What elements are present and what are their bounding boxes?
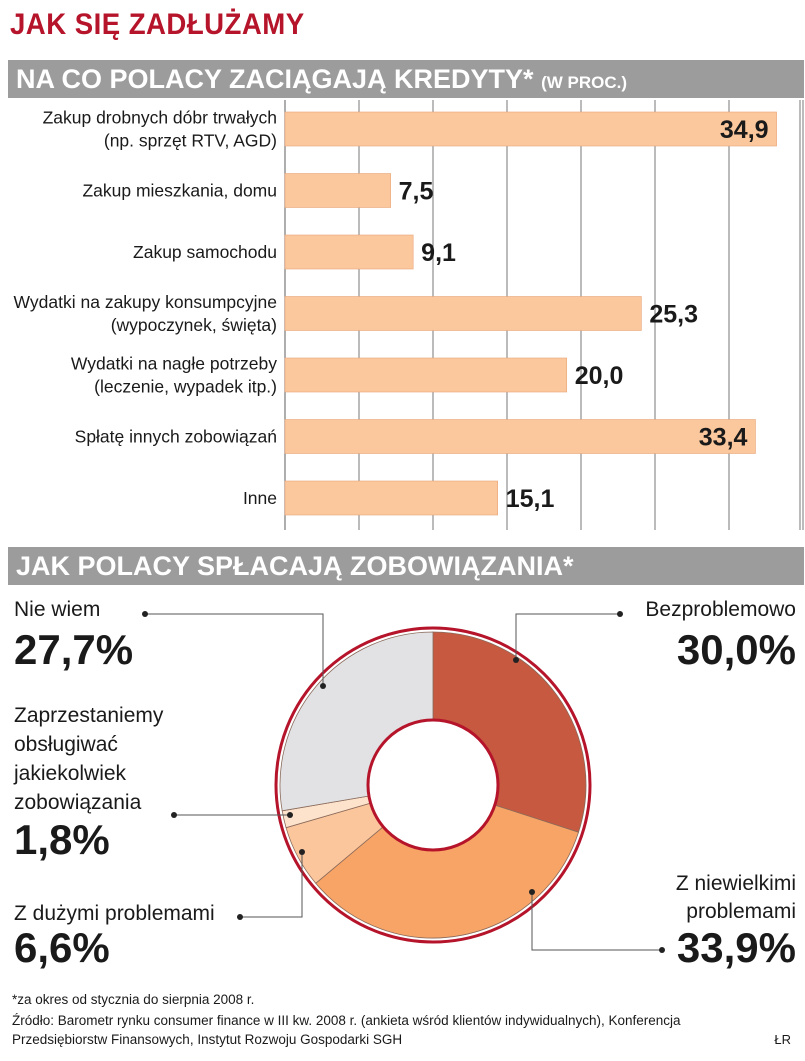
bar-1 bbox=[284, 111, 777, 147]
slice-value-label-1: 30,0% bbox=[677, 626, 796, 673]
slice-value-label-5: 27,7% bbox=[14, 626, 133, 673]
slice-label-2-line-1: Z niewielkimi bbox=[676, 872, 796, 895]
category-label-5-line-2: (leczenie, wypadek itp.) bbox=[94, 377, 277, 397]
bar-2 bbox=[284, 173, 391, 208]
slice-label-3: Z dużymi problemami bbox=[14, 902, 215, 925]
bar-value-label-4: 25,3 bbox=[649, 301, 698, 329]
leader-dot-outer-2 bbox=[659, 947, 665, 953]
bar-value-label-6: 33,4 bbox=[699, 424, 748, 452]
bar-3 bbox=[284, 234, 414, 270]
leader-line-1 bbox=[515, 613, 620, 660]
category-label-6: Spłatę innych zobowiązań bbox=[75, 427, 277, 447]
leader-line-5 bbox=[145, 613, 324, 686]
leader-dot-inner-2 bbox=[529, 889, 535, 895]
repayment-donut-chart: Bezproblemowo 30,0% Z niewielkimi problemam… bbox=[13, 598, 796, 971]
bar-value-label-7: 15,1 bbox=[506, 485, 555, 513]
slice-label-4-line-1: Zaprzestaniemy bbox=[14, 704, 164, 727]
category-label-5-line-1: Wydatki na nagłe potrzeby bbox=[71, 354, 277, 374]
leader-dot-outer-3 bbox=[237, 914, 243, 920]
slice-value-label-3: 6,6% bbox=[14, 924, 110, 971]
leader-line-3 bbox=[240, 852, 303, 918]
bar-7 bbox=[284, 480, 498, 516]
section-credit-purposes-unit: (W PROC.) bbox=[541, 73, 628, 92]
category-label-4-line-2: (wypoczynek, święta) bbox=[111, 315, 277, 335]
bar-5 bbox=[284, 357, 568, 393]
section-repayment-header: JAK POLACY SPŁACAJĄ ZOBOWIĄZANIA* bbox=[8, 547, 804, 585]
category-label-1-line-2: (np. sprzęt RTV, AGD) bbox=[104, 131, 277, 151]
category-label-4-line-1: Wydatki na zakupy konsumpcyjne bbox=[14, 292, 277, 312]
leader-dot-inner-5 bbox=[320, 683, 326, 689]
category-label-7: Inne bbox=[243, 488, 277, 508]
slice-label-4-line-3: jakiekolwiek bbox=[13, 762, 127, 785]
bar-value-label-3: 9,1 bbox=[421, 239, 456, 267]
bar-value-label-2: 7,5 bbox=[399, 178, 434, 206]
category-label-2: Zakup mieszkania, domu bbox=[82, 181, 277, 201]
bar-6 bbox=[284, 419, 756, 454]
footnote: *za okres od stycznia do sierpnia 2008 r… bbox=[12, 992, 255, 1007]
slice-label-5: Nie wiem bbox=[14, 598, 100, 621]
leader-dot-inner-4 bbox=[287, 812, 293, 818]
bar-4 bbox=[284, 296, 642, 331]
leader-dot-inner-3 bbox=[299, 849, 305, 855]
leader-dot-inner-1 bbox=[513, 657, 519, 663]
source-note: Źródło: Barometr rynku consumer finance … bbox=[12, 1013, 681, 1047]
category-label-3: Zakup samochodu bbox=[133, 242, 277, 262]
leader-dot-outer-4 bbox=[171, 812, 177, 818]
section-repayment-title: JAK POLACY SPŁACAJĄ ZOBOWIĄZANIA* bbox=[16, 551, 574, 581]
page-title: JAK SIĘ ZADŁUŻAMY bbox=[10, 8, 305, 41]
slice-label-2-line-2: problemami bbox=[686, 900, 796, 923]
donut-inner-ring bbox=[366, 718, 500, 852]
section-credit-purposes-header: NA CO POLACY ZACIĄGAJĄ KREDYTY* (W PROC.… bbox=[8, 60, 804, 98]
slice-label-4-line-2: obsługiwać bbox=[14, 733, 118, 756]
leader-line-2 bbox=[531, 892, 662, 951]
credit-purposes-bar-chart: 34,9 Zakup drobnych dóbr trwałych (np. spr… bbox=[14, 100, 804, 530]
slice-value-label-4: 1,8% bbox=[14, 816, 110, 863]
author-credit: ŁR bbox=[774, 1032, 791, 1047]
slice-label-4-line-4: zobowiązania bbox=[14, 791, 142, 814]
leader-dot-outer-5 bbox=[142, 611, 148, 617]
section-credit-purposes-title: NA CO POLACY ZACIĄGAJĄ KREDYTY* bbox=[16, 64, 534, 94]
category-label-1-line-1: Zakup drobnych dóbr trwałych bbox=[43, 108, 277, 128]
leader-dot-outer-1 bbox=[617, 611, 623, 617]
slice-label-1: Bezproblemowo bbox=[645, 598, 796, 621]
slice-value-label-2: 33,9% bbox=[677, 924, 796, 971]
bar-value-label-1: 34,9 bbox=[720, 116, 769, 144]
bar-value-label-5: 20,0 bbox=[575, 362, 624, 390]
